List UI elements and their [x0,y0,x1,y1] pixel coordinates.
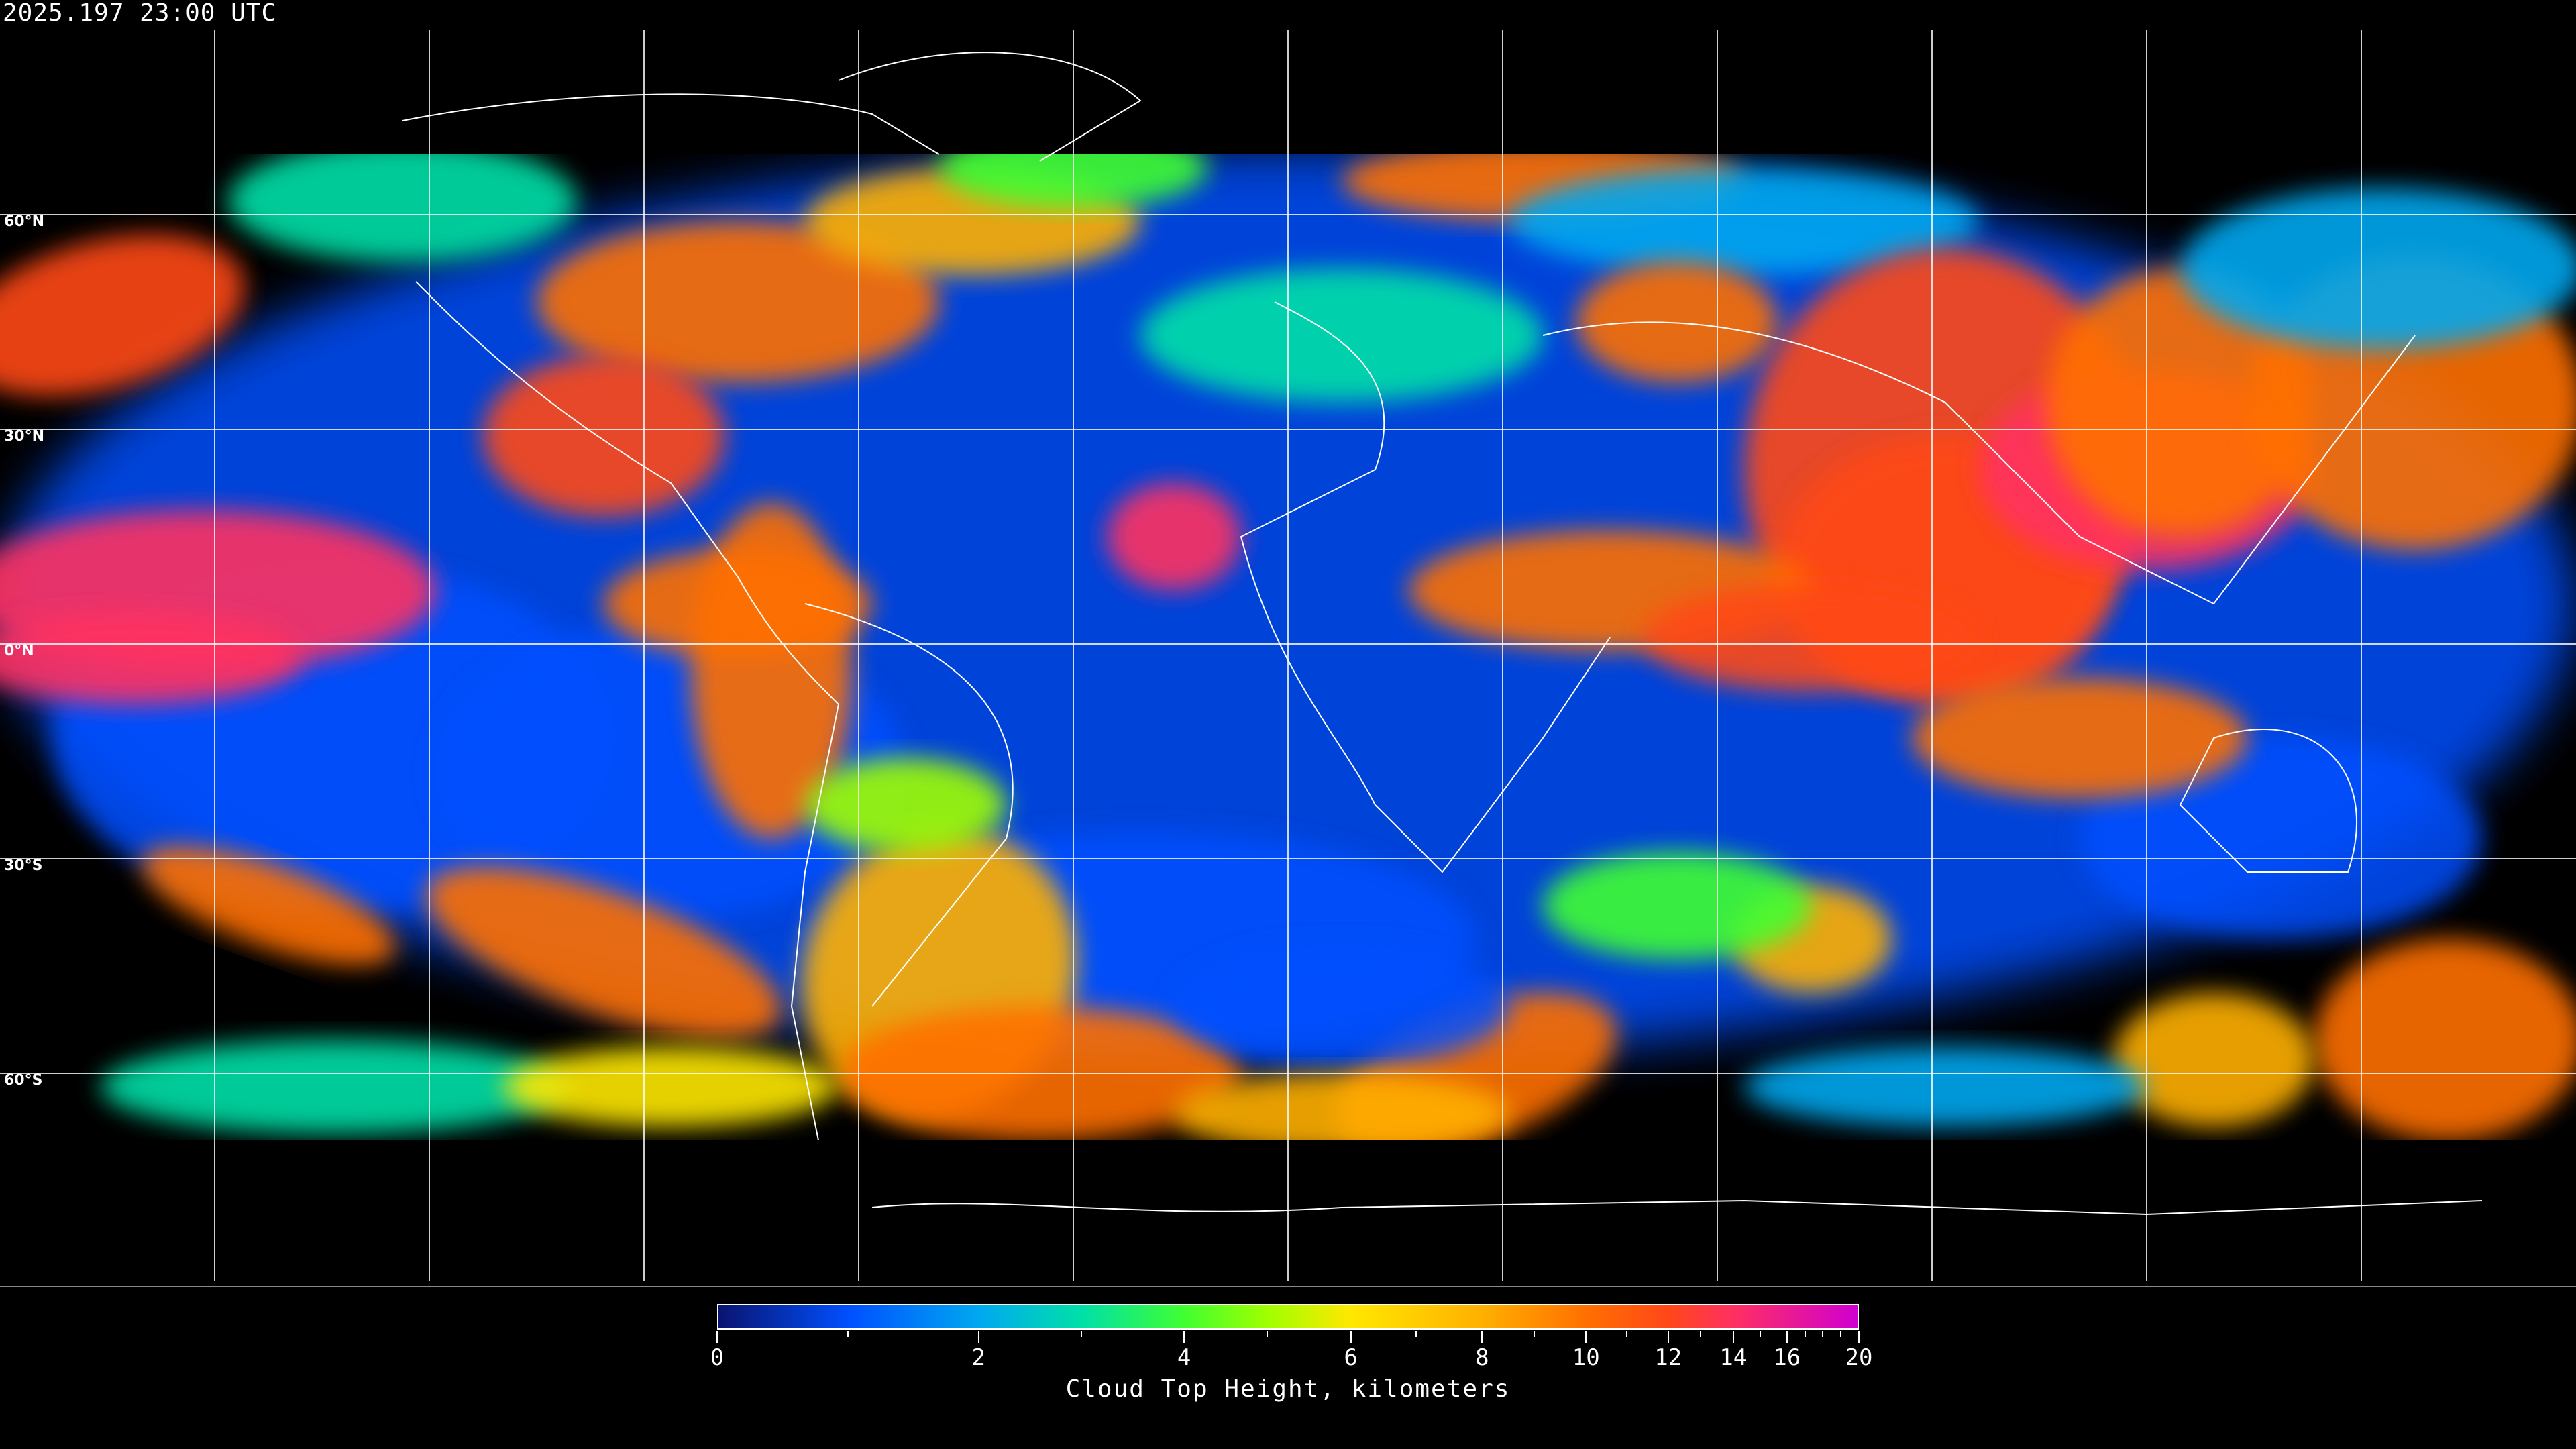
colorbar-major-tick [1183,1331,1185,1343]
cloud-region [426,867,782,1038]
colorbar-minor-tick [1840,1331,1842,1337]
coastlines [402,52,2483,1216]
cloud-region [2080,738,2482,939]
cloud-region [2046,268,2314,537]
colorbar-major-tick [977,1331,979,1343]
cloud-region [483,356,724,517]
cloud-region [1509,168,1979,275]
colorbar-ticks: 0 2 4 6 8 10 12 14 16 20 [710,1331,1872,1385]
coastline [838,52,1142,162]
cloud-region [1576,262,1778,382]
coastline [2179,729,2357,873]
colorbar-minor-tick [1759,1331,1761,1337]
colorbar-minor-tick [1626,1331,1628,1337]
colorbar-major-tick [1481,1331,1483,1343]
colorbar-tick-label: 4 [1177,1344,1191,1371]
colorbar-tick-label: 2 [971,1344,985,1371]
colorbar-minor-tick [1080,1331,1082,1337]
cloud-region [537,221,939,382]
cloud-region [1543,852,1811,959]
cloud-region [0,610,302,704]
colorbar-major-tick [1786,1331,1788,1343]
cloud-region [228,141,577,262]
colorbar-minor-tick [1267,1331,1269,1337]
coastline [402,93,940,155]
timestamp-title: 2025.197 23:00 UTC [3,0,277,27]
lat-label-30n: 30°N [4,428,45,445]
colorbar-minor-tick [1415,1331,1417,1337]
cloud-region [1744,1046,2147,1127]
colorbar-tick-label: 8 [1475,1344,1489,1371]
colorbar-major-tick [1585,1331,1587,1343]
coastline [415,281,840,1141]
colorbar-major-tick [1667,1331,1669,1343]
cloud-region [604,550,872,657]
coastline [871,1199,2483,1216]
colorbar-minor-tick [1533,1331,1535,1337]
cloud-region [2113,993,2314,1127]
cloud-region [805,758,1006,852]
cloud-region [141,846,396,965]
colorbar-minor-tick [847,1331,849,1337]
colorbar-tick-label: 0 [710,1344,724,1371]
cloud-top-height-map [0,30,2576,1287]
cloud-region [0,234,245,396]
colorbar-major-tick [1858,1331,1860,1343]
lat-label-60n: 60°N [4,213,45,230]
colorbar-minor-tick [1804,1331,1806,1337]
colorbar-minor-tick [1822,1331,1824,1337]
colorbar-major-tick [1350,1331,1352,1343]
lat-label-30s: 30°S [4,857,43,874]
colorbar-major-tick [1732,1331,1734,1343]
cloud-region [2180,188,2576,349]
colorbar-tick-label: 10 [1572,1344,1600,1371]
cloud-region [1174,1073,1509,1154]
colorbar-tick-label: 16 [1773,1344,1801,1371]
coastline [1240,301,1611,873]
colorbar [717,1304,1859,1330]
colorbar-tick-label: 6 [1344,1344,1358,1371]
lat-lon-grid [0,30,2576,1287]
lat-label-0n: 0°N [4,643,34,659]
cloud-region [1644,584,1979,691]
coastline [804,603,1014,1007]
cloud-region [503,1046,839,1127]
colorbar-minor-tick [1700,1331,1702,1337]
cloud-region [2314,939,2576,1140]
cloud-region [1912,678,2247,798]
colorbar-label: Cloud Top Height, kilometers [1065,1375,1511,1403]
colorbar-tick-label: 20 [1845,1344,1873,1371]
coastline [1542,321,2416,605]
colorbar-major-tick [716,1331,718,1343]
cloud-region [1140,268,1543,402]
cloud-region [1174,946,1509,1067]
cloud-region [101,1040,570,1134]
colorbar-tick-label: 12 [1654,1344,1682,1371]
colorbar-tick-label: 14 [1719,1344,1748,1371]
cloud-region [1107,483,1241,590]
lat-label-60s: 60°S [4,1072,43,1089]
